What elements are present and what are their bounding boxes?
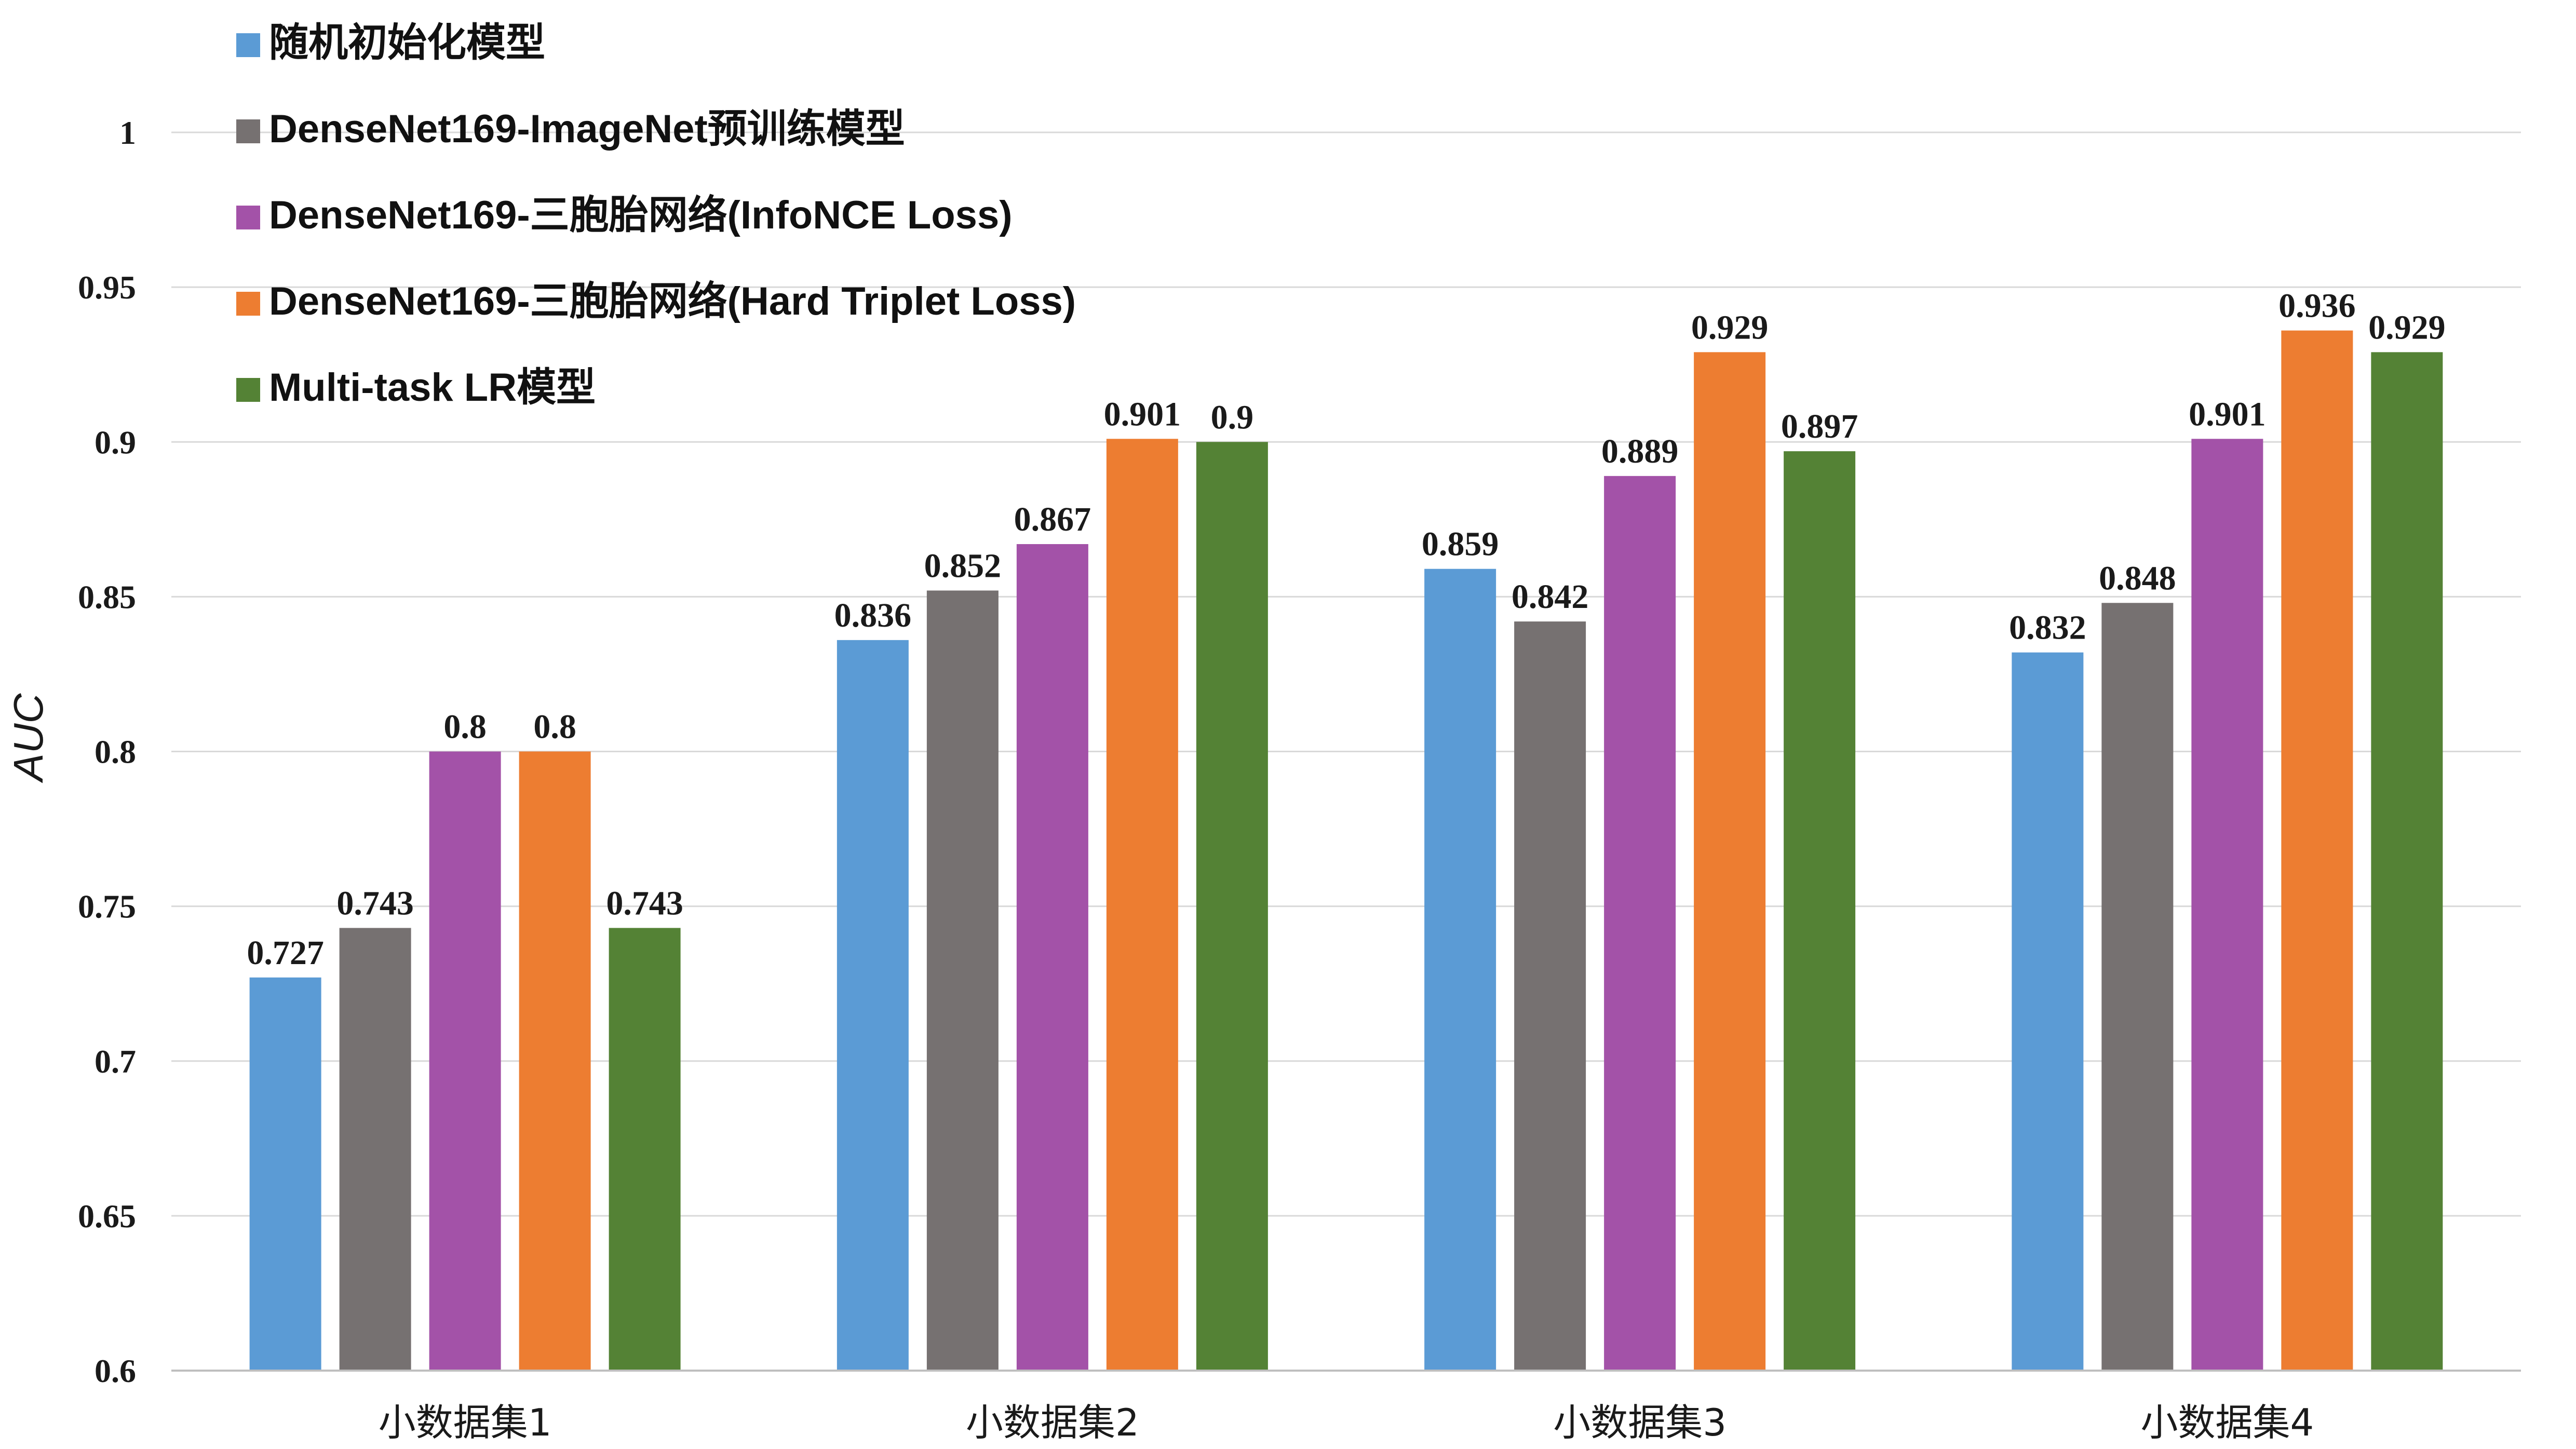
y-axis-label: AUC [5,693,51,783]
data-label: 0.929 [2368,308,2446,346]
legend-swatch [236,378,260,402]
data-label: 0.836 [834,597,912,634]
x-tick-label: 小数据集4 [2140,1401,2314,1444]
data-label: 0.901 [2189,395,2266,433]
y-tick-label: 0.85 [78,578,136,615]
bar [2191,439,2263,1371]
bar [1196,442,1268,1371]
bar [926,590,999,1371]
data-label: 0.901 [1104,395,1181,433]
y-tick-label: 0.7 [95,1043,136,1080]
data-label: 0.936 [2278,287,2356,325]
x-tick-label: 小数据集1 [379,1401,552,1444]
x-axis-ticks: 小数据集1 小数据集2 小数据集3 小数据集4 [379,1401,2314,1444]
legend-entry: DenseNet169-三胞胎网络(InfoNCE Loss) [269,193,1013,237]
legend-entry: Multi-task LR模型 [269,365,596,410]
y-tick-label: 0.6 [95,1352,136,1389]
y-tick-label: 0.95 [78,269,136,306]
y-axis-ticks: 0.6 0.65 0.7 0.75 0.8 0.85 0.9 0.95 1 [78,114,136,1389]
bar [519,751,591,1371]
data-label: 0.852 [924,547,1002,585]
legend-entry: 随机初始化模型 [269,21,545,65]
data-label: 0.9 [1211,398,1254,436]
x-tick-label: 小数据集3 [1553,1401,1727,1444]
data-label: 0.743 [606,884,683,922]
data-label: 0.743 [336,884,414,922]
data-label: 0.867 [1014,500,1091,538]
bar [2012,652,2084,1371]
y-tick-label: 0.8 [95,734,136,770]
bar [249,977,321,1371]
bar [1514,621,1586,1371]
data-label: 0.929 [1691,308,1769,346]
legend-swatch [236,33,260,57]
bar [1016,544,1088,1371]
data-label: 0.832 [2009,609,2086,647]
legend-swatch [236,119,260,143]
bar [837,640,909,1371]
y-tick-label: 0.65 [78,1198,136,1235]
data-label: 0.8 [443,708,487,746]
data-label: 0.859 [1422,525,1499,563]
data-label: 0.897 [1781,408,1858,445]
y-tick-label: 0.75 [78,888,136,925]
bar [1106,439,1178,1371]
data-label: 0.842 [1512,578,1589,616]
data-label: 0.8 [533,708,576,746]
bar [1784,451,1856,1371]
y-tick-label: 1 [119,114,136,151]
legend-entry: DenseNet169-三胞胎网络(Hard Triplet Loss) [269,279,1076,323]
bar [2371,352,2443,1371]
legend: 随机初始化模型 DenseNet169-ImageNet预训练模型 DenseNet… [236,21,1076,410]
data-label: 0.848 [2099,559,2176,597]
bars [249,330,2443,1371]
x-tick-label: 小数据集2 [966,1401,1139,1444]
data-label: 0.727 [247,934,324,972]
legend-swatch [236,206,260,229]
bar [429,751,501,1371]
bar [1694,352,1766,1371]
bar [1604,476,1676,1371]
bar [2101,603,2174,1371]
bar [2281,330,2353,1371]
bar [1424,568,1496,1371]
bar [339,928,411,1371]
y-tick-label: 0.9 [95,424,136,461]
data-label: 0.889 [1601,432,1679,470]
legend-entry: DenseNet169-ImageNet预训练模型 [269,107,905,151]
bar [609,928,681,1371]
legend-swatch [236,292,260,316]
